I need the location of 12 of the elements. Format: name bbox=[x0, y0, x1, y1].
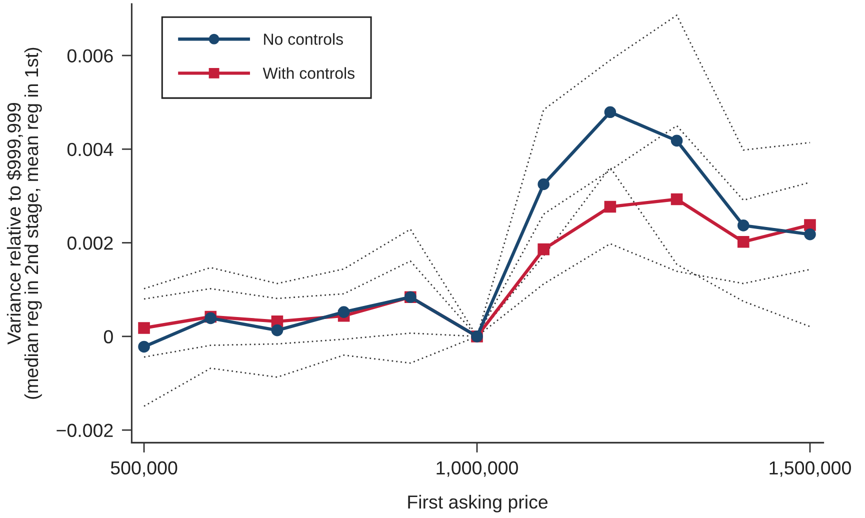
legend-label: With controls bbox=[262, 67, 354, 79]
y-tick-label: −0.002 bbox=[56, 424, 113, 438]
y-tick-label: 0.006 bbox=[67, 49, 113, 62]
y-tick-label: 0.002 bbox=[67, 236, 113, 250]
x-tick-label: 1,500,000 bbox=[770, 461, 851, 477]
x-tick-label: 500,000 bbox=[110, 461, 178, 477]
y-axis-title: Variance relative to $999,999 (median reg in 2nd stage, mean reg in 1st) bbox=[6, 48, 42, 399]
x-tick-label: 1,000,000 bbox=[436, 461, 518, 477]
legend-label: No controls bbox=[264, 33, 343, 45]
x-axis-title: First asking price bbox=[408, 494, 548, 512]
y-tick-label: 0 bbox=[104, 330, 113, 344]
y-tick-label: 0.004 bbox=[67, 142, 114, 156]
